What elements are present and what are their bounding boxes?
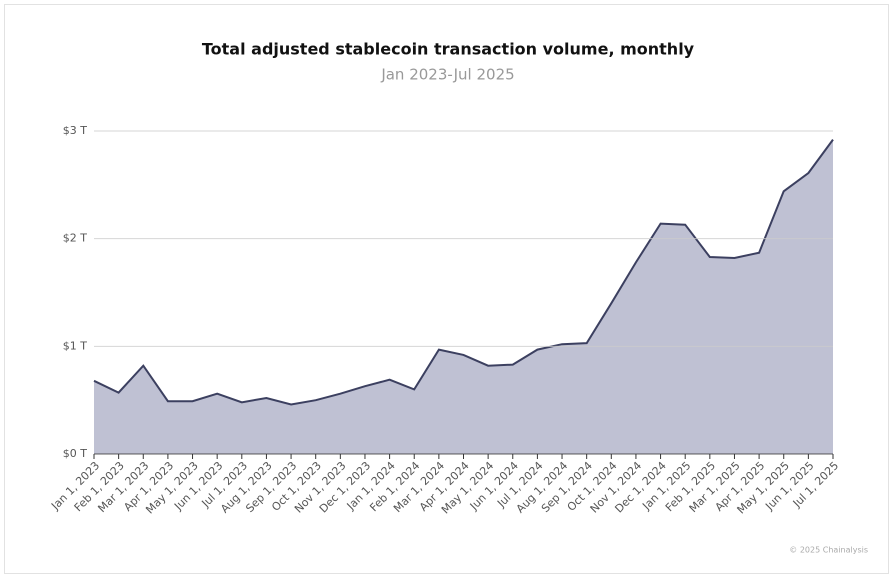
credit: © 2025 Chainalysis — [789, 546, 868, 555]
chart-subtitle: Jan 2023-Jul 2025 — [380, 66, 514, 84]
y-tick-label: $1 T — [63, 339, 87, 352]
y-tick-label: $3 T — [63, 124, 87, 137]
card — [4, 4, 889, 574]
chart-title: Total adjusted stablecoin transaction vo… — [202, 40, 695, 59]
y-tick-label: $0 T — [63, 447, 87, 460]
area — [94, 139, 833, 454]
line — [93, 139, 834, 406]
y-tick-label: $2 T — [63, 232, 87, 245]
